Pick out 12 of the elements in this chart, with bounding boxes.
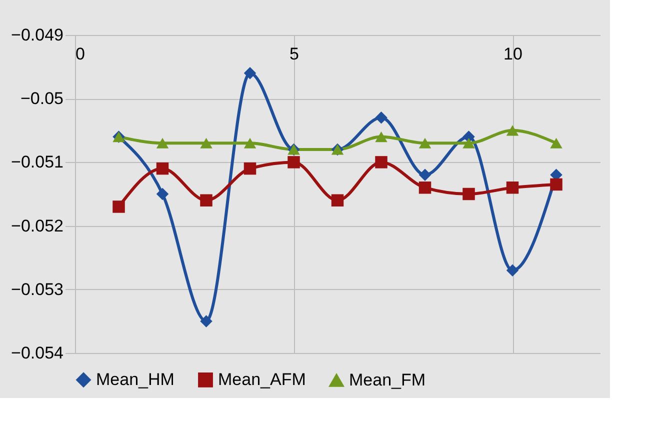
x-tick-label: 5 <box>290 44 299 64</box>
y-tick-label: −0.053 <box>11 280 64 299</box>
y-tick-label: −0.054 <box>11 344 64 362</box>
y-tick-label: −0.049 <box>11 26 64 44</box>
x-tick-label: 0 <box>76 44 85 64</box>
y-tick-label: −0.05 <box>20 89 64 108</box>
legend-label: Mean_AFM <box>218 370 306 389</box>
y-tick-label: −0.052 <box>11 216 64 236</box>
legend-label: Mean_FM <box>349 370 426 390</box>
y-tick-label: −0.051 <box>11 152 64 172</box>
x-tick-label: 10 <box>504 44 522 64</box>
legend-label: Mean_HM <box>96 370 174 389</box>
